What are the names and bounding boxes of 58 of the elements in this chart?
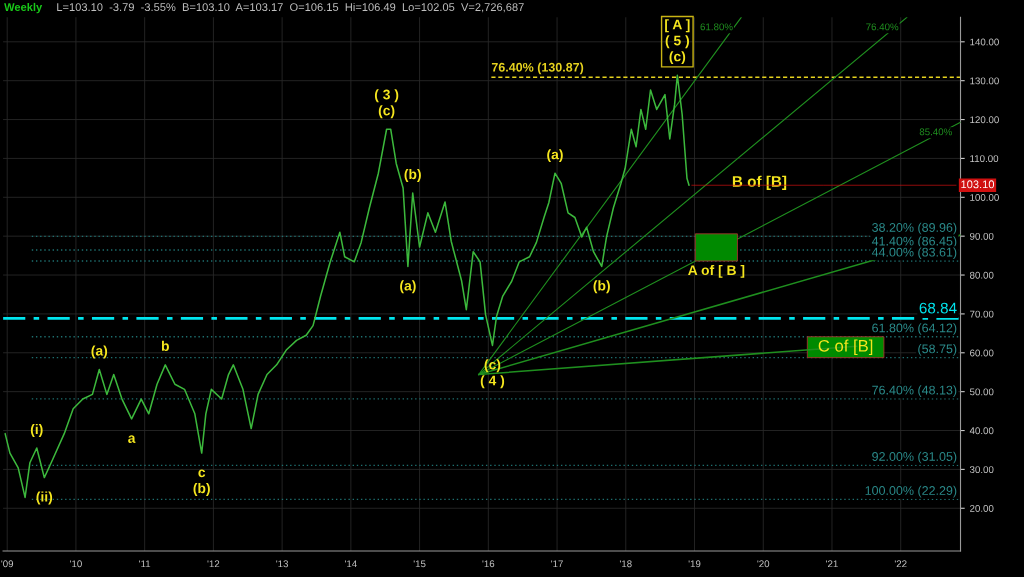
x-tick-label: '15 <box>413 560 426 568</box>
y-tick-label: 110.00 <box>970 155 999 163</box>
y-tick-label: 90.00 <box>970 232 994 240</box>
ref-line-label: 38.20% (89.96) <box>872 222 957 235</box>
y-tick-label: 50.00 <box>969 388 994 396</box>
series-label: 76.40% <box>866 23 899 31</box>
x-tick-label: '10 <box>70 560 82 568</box>
annotation: a <box>128 435 136 443</box>
x-tick-label: '21 <box>826 560 838 568</box>
annotation: [ A ] ( 5 ) (c) <box>665 19 690 65</box>
annotation: (i) <box>30 423 43 437</box>
y-tick-label: 120.00 <box>970 116 999 124</box>
chart-subtitle: L=103.10 -3.79 -3.55% B=103.10 A=103.17 O=106.15 Hi=106.49 Lo=102.05 V=2,726,687 <box>57 2 524 13</box>
series-label: 85.40% <box>919 128 952 136</box>
ref-line-label: 76.40% (48.13) <box>872 385 957 397</box>
x-tick-label: '16 <box>482 560 495 568</box>
ref-line-label: 92.00% (31.05) <box>872 451 957 464</box>
x-tick-label: '22 <box>894 560 907 568</box>
band-label: C of [B] <box>818 339 873 355</box>
ref-line-label: 44.00% (83.61) <box>871 247 957 260</box>
ref-line-label: (58.75) <box>918 344 957 356</box>
annotation: b <box>161 340 169 351</box>
x-tick-label: '20 <box>757 560 770 568</box>
ref-line-label: 100.00% (22.29) <box>865 485 957 498</box>
x-tick-label: '12 <box>207 560 220 568</box>
x-tick-label: '13 <box>276 560 289 568</box>
x-tick-label: '11 <box>139 560 151 568</box>
annotation: (a) <box>547 149 563 163</box>
y-tick-label: 100.00 <box>970 194 999 201</box>
annotation: (b) <box>404 168 421 182</box>
annotation: B of [B] <box>732 175 787 190</box>
y-tick-label: 70.00 <box>970 310 994 318</box>
ref-line-label: 76.40% (130.87) <box>491 62 584 75</box>
x-tick-label: '09 <box>1 560 14 568</box>
series-label: 61.80% <box>700 23 733 31</box>
x-tick-label: '14 <box>345 560 357 568</box>
annotation: (c) ( 4 ) <box>480 359 505 389</box>
y-tick-label: 60.00 <box>970 349 994 357</box>
y-tick-label: 80.00 <box>969 271 994 279</box>
annotation: (ii) <box>36 491 53 505</box>
annotation: (b) <box>593 280 610 294</box>
annotation: (a) <box>400 280 416 294</box>
band-label: A of [ B ] <box>688 264 745 278</box>
x-tick-label: '19 <box>688 560 701 568</box>
y-tick-label: 40.00 <box>969 427 994 435</box>
y-tick-label: 30.00 <box>969 466 994 474</box>
x-tick-label: '17 <box>551 560 563 568</box>
x-tick-label: '18 <box>619 560 632 568</box>
y-tick-label: 130.00 <box>970 77 999 85</box>
y-tick-label: 20.00 <box>970 505 994 512</box>
annotation: ( 3 ) (c) <box>374 89 399 119</box>
ref-line-label: 61.80% (64.12) <box>872 323 957 335</box>
annotation: (a) <box>91 345 108 359</box>
annotation: c (b) <box>193 469 210 496</box>
chart-title: Weekly <box>4 2 43 14</box>
y-tick-label: 140.00 <box>970 38 999 46</box>
ref-line-label: 68.84 <box>919 302 957 314</box>
annotation: 103.10 <box>961 180 995 189</box>
